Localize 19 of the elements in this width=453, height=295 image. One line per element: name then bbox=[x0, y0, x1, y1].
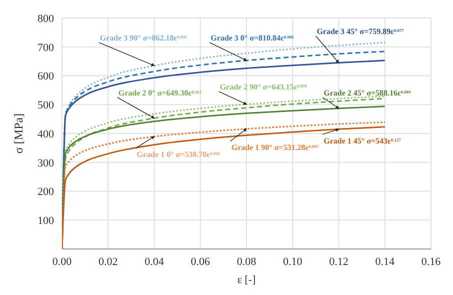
x-tick-label: 0.04 bbox=[144, 256, 164, 268]
x-axis-title: ε [-] bbox=[237, 274, 256, 286]
x-tick-label: 0.10 bbox=[283, 256, 303, 268]
y-tick-label: 500 bbox=[38, 100, 54, 112]
x-tick-label: 0.08 bbox=[236, 256, 257, 268]
y-axis-title: σ [MPa] bbox=[11, 113, 26, 154]
y-tick-label: 300 bbox=[38, 157, 54, 170]
y-tick-label: 800 bbox=[38, 12, 54, 25]
x-tick-label: 0.06 bbox=[190, 256, 210, 268]
y-tick-label: 600 bbox=[38, 70, 54, 83]
y-tick-label: 400 bbox=[38, 128, 54, 140]
y-tick-label: 100 bbox=[38, 215, 54, 228]
x-tick-label: 0.16 bbox=[421, 256, 442, 268]
x-tick-label: 0.14 bbox=[375, 256, 395, 268]
x-tick-label: 0.02 bbox=[98, 256, 118, 268]
x-tick-label: 0.00 bbox=[52, 256, 72, 268]
y-tick-label: 200 bbox=[38, 186, 54, 198]
y-tick-label: 700 bbox=[38, 42, 54, 54]
x-tick-label: 0.12 bbox=[329, 256, 348, 268]
